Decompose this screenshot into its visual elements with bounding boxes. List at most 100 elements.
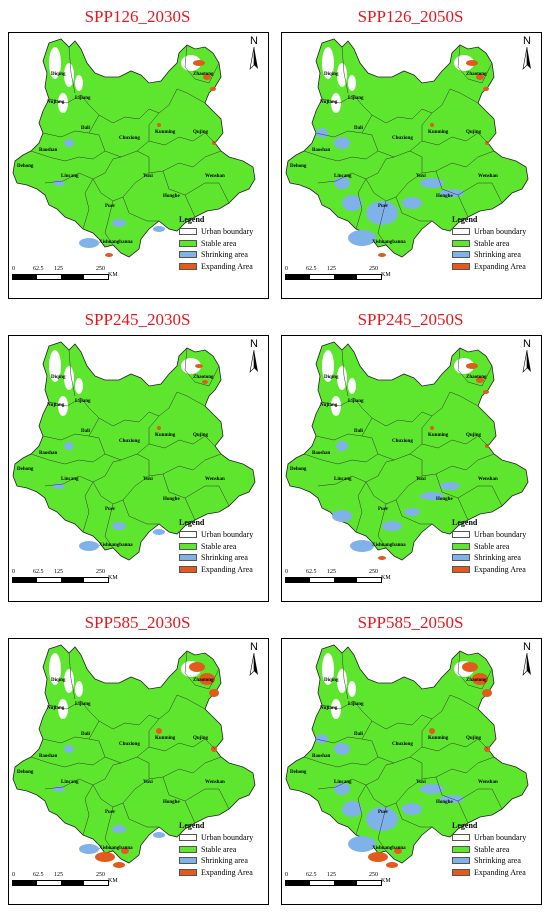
scale-segments [285,274,382,280]
legend-label: Expanding Area [474,867,526,877]
city-label-wenshan: Wenshan [478,477,498,482]
city-label-dehong: Dehong [290,164,307,169]
city-labels: Diqing Nujiang Lijiang Zhaotong Dali Chuxiong… [17,678,225,851]
legend-swatch [452,834,470,842]
city-label-chuxiong: Chuxiong [119,136,140,141]
scale-unit: KM [381,272,391,278]
scale-unit: KM [108,878,118,884]
scale-bar: 0 62.5 125 250 KM [12,872,122,898]
city-label-xishuangbanna: Xishuangbanna [372,240,406,245]
map-panel-4: SPP245_2050S [278,307,543,602]
legend-swatch [452,565,470,573]
yunnan-map: Diqing Nujiang Lijiang Zhaotong Dali Chuxiong… [12,341,256,561]
legend: Legend Urban boundary Stable area Shrinkin… [452,821,540,878]
city-label-baoshan: Baoshan [312,754,331,759]
north-label: N [523,35,531,47]
city-label-kunming: Kunming [428,433,449,438]
legend: Legend Urban boundary Stable area Shrinkin… [452,215,540,272]
north-label: N [250,641,258,653]
legend-swatch [179,834,197,842]
city-label-diqing: Diqing [51,375,66,380]
north-arrow-icon [249,652,258,676]
scale-tick: 0 [285,569,288,575]
legend-swatch [452,251,470,259]
legend-label: Stable area [201,541,237,551]
city-label-honghe: Honghe [436,194,453,199]
city-label-diqing: Diqing [324,678,339,683]
non-habitat-area [322,350,474,416]
city-label-chuxiong: Chuxiong [119,742,140,747]
scale-bar: 0 62.5 125 250 KM [285,872,395,898]
city-label-puer: Puer [105,204,116,209]
city-label-lincang: Lincang [334,477,352,482]
scale-tick: 125 [54,569,63,575]
city-labels: Diqing Nujiang Lijiang Zhaotong Dali Chuxiong… [17,72,225,245]
scale-tick: 125 [54,872,63,878]
panel-title: SPP126_2030S [84,7,191,26]
legend-swatch [179,565,197,573]
north-label: N [250,35,258,47]
legend-swatch [452,868,470,876]
legend-title: Legend [452,821,478,830]
legend-swatch [452,262,470,270]
city-label-dehong: Dehong [290,467,307,472]
scale-tick: 125 [327,872,336,878]
city-label-baoshan: Baoshan [39,754,58,759]
city-labels: Diqing Nujiang Lijiang Zhaotong Dali Chuxiong… [290,72,498,245]
city-label-honghe: Honghe [436,800,453,805]
city-label-dali: Dali [354,126,364,131]
scale-tick: 125 [54,266,63,272]
province-stable-area [12,341,256,561]
expanding-area [378,60,489,257]
legend-title: Legend [452,215,478,224]
scale-bar: 0 62.5 125 250 KM [12,266,122,292]
yunnan-map: Diqing Nujiang Lijiang Zhaotong Dali Chuxiong… [285,38,529,258]
north-arrow: N [518,641,536,679]
scale-tick: 250 [369,266,378,272]
scale-tick: 250 [96,872,105,878]
legend-title: Legend [179,821,205,830]
city-boundaries [30,44,230,246]
city-label-xishuangbanna: Xishuangbanna [372,543,406,548]
scale-tick: 0 [12,266,15,272]
province-stable-area [12,38,256,258]
map-panel-3: SPP245_2030S [5,307,270,602]
city-label-yuxi: Yuxi [143,174,153,179]
legend-swatch [452,542,470,550]
legend-item: Shrinking area [452,855,540,867]
north-arrow-icon [249,349,258,373]
city-label-kunming: Kunming [428,130,449,135]
city-label-diqing: Diqing [324,72,339,77]
scale-tick: 0 [12,872,15,878]
city-label-xishuangbanna: Xishuangbanna [99,846,133,851]
city-label-lincang: Lincang [61,780,79,785]
scale-tick: 0 [12,569,15,575]
city-boundaries [303,650,503,852]
city-label-qujing: Qujing [193,736,209,741]
city-label-diqing: Diqing [324,375,339,380]
city-label-xishuangbanna: Xishuangbanna [372,846,406,851]
map-frame: Diqing Nujiang Lijiang Zhaotong Dali Chuxiong… [281,32,542,299]
legend-label: Shrinking area [201,856,248,866]
shrinking-area [53,442,165,551]
north-label: N [523,338,531,350]
city-label-honghe: Honghe [163,194,180,199]
legend-label: Stable area [201,844,237,854]
city-label-kunming: Kunming [155,736,176,741]
scale-bar: 0 62.5 125 250 KM [285,266,395,292]
city-label-wenshan: Wenshan [205,780,225,785]
panel-title: SPP585_2030S [84,613,191,632]
shrinking-area [53,139,165,248]
city-label-wenshan: Wenshan [478,174,498,179]
city-label-baoshan: Baoshan [39,148,58,153]
scale-segments [285,880,382,886]
yunnan-map: Diqing Nujiang Lijiang Zhaotong Dali Chuxiong… [12,38,256,258]
province-stable-area [285,341,529,561]
expanding-area [95,662,219,868]
city-label-yuxi: Yuxi [143,780,153,785]
city-label-nujiang: Nujiang [47,100,65,105]
north-arrow-icon [522,652,531,676]
legend: Legend Urban boundary Stable area Shrinkin… [452,518,540,575]
legend-item: Expanding Area [179,867,267,879]
map-frame: Diqing Nujiang Lijiang Zhaotong Dali Chuxiong… [8,32,269,299]
